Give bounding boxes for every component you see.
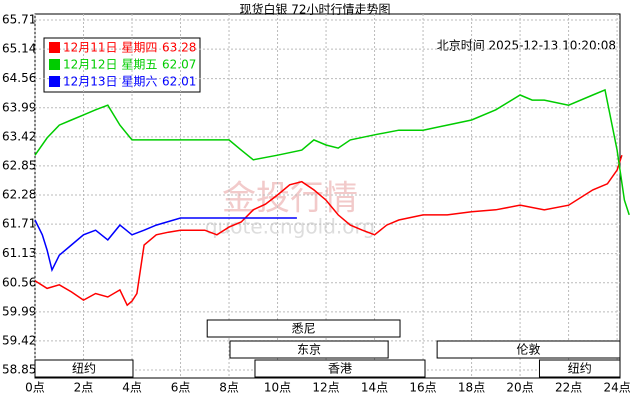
timestamp: 北京时间 2025-12-13 10:20:08: [437, 39, 616, 53]
y-tick-label: 62.85: [2, 158, 36, 172]
y-tick-label: 58.85: [2, 363, 36, 377]
y-tick-label: 59.42: [2, 333, 36, 347]
y-tick-label: 63.99: [2, 100, 36, 114]
legend-value: 62.01: [162, 75, 196, 89]
x-tick-label: 20点: [506, 381, 533, 395]
session-box: [206, 319, 401, 338]
legend-swatch: [49, 42, 60, 53]
session-box: [34, 359, 134, 378]
legend-value: 63.28: [162, 41, 196, 55]
x-tick-label: 8点: [219, 381, 239, 395]
x-tick-label: 16点: [409, 381, 436, 395]
y-tick-label: 59.99: [2, 304, 36, 318]
session-box: [229, 340, 389, 359]
x-tick-label: 12点: [312, 381, 339, 395]
legend-label: 12月13日 星期六: [63, 75, 157, 89]
session-label: 东京: [297, 343, 321, 357]
x-tick-label: 14点: [361, 381, 388, 395]
session-label: 伦敦: [517, 342, 541, 357]
y-tick-label: 65.14: [2, 42, 36, 56]
x-tick-label: 2点: [74, 381, 94, 395]
legend-swatch: [49, 76, 60, 87]
y-tick-label: 63.42: [2, 129, 36, 143]
session-box: [538, 359, 621, 378]
legend-label: 12月11日 星期四: [63, 41, 157, 55]
session-label: 纽约: [72, 361, 96, 376]
x-tick-label: 6点: [171, 381, 191, 395]
x-tick-label: 18点: [458, 381, 485, 395]
legend: [43, 37, 201, 93]
session-label: 悉尼: [292, 322, 316, 336]
series-line: [34, 217, 297, 273]
y-tick-label: 61.71: [2, 217, 36, 231]
series-line: [34, 154, 623, 307]
x-tick-label: 4点: [122, 381, 142, 395]
legend-label: 12月12日 星期五: [63, 58, 157, 72]
y-tick-label: 60.56: [2, 275, 36, 289]
y-tick-label: 62.28: [2, 188, 36, 202]
y-tick-label: 61.13: [2, 246, 36, 260]
y-tick-label: 64.56: [2, 71, 36, 85]
x-tick-label: 22点: [555, 381, 582, 395]
x-tick-label: 0点: [25, 381, 45, 395]
session-label: 纽约: [568, 361, 592, 376]
session-box: [436, 340, 621, 359]
series-line: [34, 88, 630, 216]
session-box: [254, 359, 426, 378]
x-tick-label: 10点: [264, 381, 291, 395]
session-label: 香港: [328, 362, 352, 376]
y-tick-label: 65.71: [2, 13, 36, 27]
chart-title: 现货白银 72小时行情走势图: [239, 2, 390, 17]
legend-swatch: [49, 59, 60, 70]
x-tick-label: 24点: [603, 381, 630, 395]
legend-value: 62.07: [162, 58, 196, 72]
